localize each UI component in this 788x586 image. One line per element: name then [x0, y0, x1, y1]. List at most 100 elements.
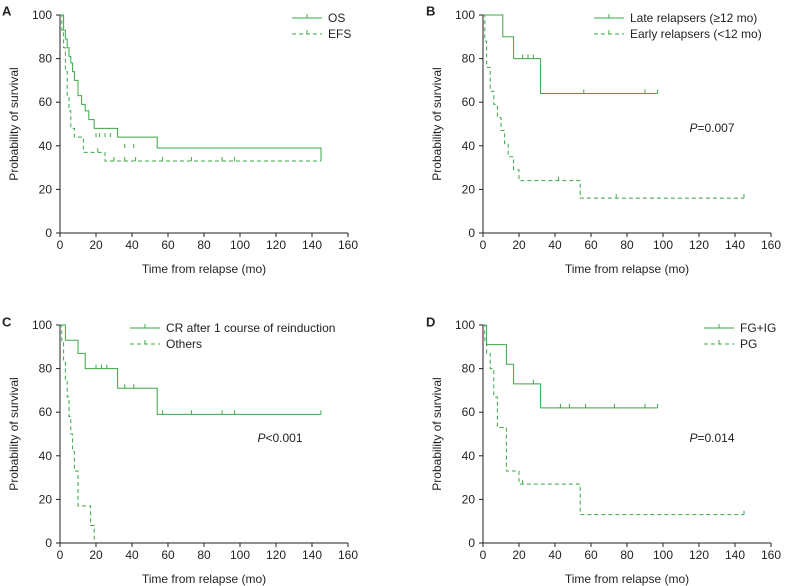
y-tick-label: 20	[462, 492, 476, 506]
p-value-symbol: P	[689, 121, 697, 135]
legend-label: OS	[328, 11, 345, 25]
y-tick-label: 0	[45, 536, 52, 550]
series-solid-curve	[60, 324, 321, 415]
legend-label: PG	[740, 337, 757, 351]
panel-label: A	[2, 3, 12, 18]
y-tick-label: 100	[32, 8, 52, 22]
x-tick-label: 20	[512, 238, 526, 252]
x-tick-label: 100	[230, 238, 250, 252]
series-dashed-curve	[60, 14, 321, 162]
series-solid-curve	[483, 14, 658, 94]
x-tick-label: 0	[57, 548, 64, 562]
legend-label: Late relapsers (≥12 mo)	[630, 11, 757, 25]
panel-label: B	[426, 3, 435, 18]
y-tick-label: 100	[455, 318, 475, 332]
y-tick-label: 80	[462, 362, 476, 376]
series-solid-curve	[483, 324, 658, 409]
x-axis-label: Time from relapse (mo)	[565, 572, 689, 586]
panel-a: A 0 20 40 60 80 100 120 140 160 0 20 40 60 80 100 Time f…	[2, 3, 358, 276]
legend-label: EFS	[328, 27, 351, 41]
x-tick-label: 160	[338, 548, 358, 562]
p-value-text: =0.014	[697, 431, 734, 445]
y-tick-label: 40	[39, 139, 53, 153]
series-dashed-curve	[483, 324, 744, 516]
x-tick-label: 120	[689, 238, 709, 252]
x-tick-label: 80	[197, 238, 211, 252]
y-axis-label: Probability of survival	[430, 67, 444, 180]
p-value-symbol: P	[689, 431, 697, 445]
x-tick-label: 120	[266, 548, 286, 562]
legend-label: CR after 1 course of reinduction	[166, 321, 335, 335]
y-tick-label: 40	[462, 139, 476, 153]
y-tick-label: 20	[39, 492, 53, 506]
y-tick-label: 0	[468, 226, 475, 240]
x-axis-label: Time from relapse (mo)	[142, 262, 266, 276]
x-tick-label: 140	[725, 238, 745, 252]
x-tick-label: 100	[653, 548, 673, 562]
x-tick-label: 120	[266, 238, 286, 252]
legend-label: Early relapsers (<12 mo)	[630, 27, 762, 41]
y-tick-label: 80	[39, 52, 53, 66]
y-tick-label: 60	[462, 405, 476, 419]
x-tick-label: 20	[512, 548, 526, 562]
x-tick-label: 60	[584, 238, 598, 252]
x-tick-label: 160	[761, 238, 781, 252]
x-tick-label: 80	[620, 238, 634, 252]
x-tick-label: 20	[89, 238, 103, 252]
y-tick-label: 60	[39, 405, 53, 419]
x-tick-label: 160	[761, 548, 781, 562]
x-tick-label: 40	[125, 548, 139, 562]
y-tick-label: 80	[39, 362, 53, 376]
x-tick-label: 80	[620, 548, 634, 562]
x-tick-label: 100	[653, 238, 673, 252]
x-axis-label: Time from relapse (mo)	[565, 262, 689, 276]
p-value-text: <0.001	[265, 431, 302, 445]
legend-label: FG+IG	[740, 321, 776, 335]
y-tick-label: 60	[39, 95, 53, 109]
x-tick-label: 60	[161, 238, 175, 252]
x-tick-label: 140	[725, 548, 745, 562]
p-value-annotation: P=0.014	[689, 431, 734, 445]
y-axis-label: Probability of survival	[7, 67, 21, 180]
y-tick-label: 0	[468, 536, 475, 550]
x-tick-label: 40	[548, 238, 562, 252]
p-value-text: =0.007	[697, 121, 734, 135]
x-tick-label: 0	[480, 548, 487, 562]
panel-label: D	[426, 314, 435, 329]
y-tick-label: 0	[45, 226, 52, 240]
x-tick-label: 0	[57, 238, 64, 252]
panel-label: C	[2, 314, 12, 329]
series-dashed-curve	[483, 14, 744, 199]
y-tick-label: 100	[32, 318, 52, 332]
x-tick-label: 140	[302, 548, 322, 562]
y-axis-label: Probability of survival	[7, 377, 21, 490]
x-tick-label: 20	[89, 548, 103, 562]
x-tick-label: 120	[689, 548, 709, 562]
y-axis-label: Probability of survival	[430, 377, 444, 490]
series-solid-curve	[60, 14, 322, 162]
y-tick-label: 80	[462, 52, 476, 66]
series-dashed-curve	[60, 324, 95, 543]
y-tick-label: 40	[39, 449, 53, 463]
p-value-annotation: P=0.007	[689, 121, 734, 135]
x-axis-label: Time from relapse (mo)	[142, 572, 266, 586]
x-tick-label: 100	[230, 548, 250, 562]
x-tick-label: 0	[480, 238, 487, 252]
p-value-annotation: P<0.001	[257, 431, 302, 445]
panel-d: D 0 20 40 60 80 100 120 140 160 0 20 40 60 80 100 Time f…	[426, 314, 781, 586]
legend-label: Others	[166, 337, 202, 351]
x-tick-label: 80	[197, 548, 211, 562]
x-tick-label: 40	[548, 548, 562, 562]
y-tick-label: 20	[39, 182, 53, 196]
panel-b: B 0 20 40 60 80 100 120 140 160 0 20 40 60 80 100 Time f…	[426, 3, 781, 276]
p-value-symbol: P	[257, 431, 265, 445]
x-tick-label: 40	[125, 238, 139, 252]
y-tick-label: 40	[462, 449, 476, 463]
x-tick-label: 160	[338, 238, 358, 252]
panel-c: C 0 20 40 60 80 100 120 140 160 0 20 40 60 80 100 Time f…	[2, 314, 358, 586]
y-tick-label: 20	[462, 182, 476, 196]
y-tick-label: 60	[462, 95, 476, 109]
x-tick-label: 60	[584, 548, 598, 562]
x-tick-label: 140	[302, 238, 322, 252]
